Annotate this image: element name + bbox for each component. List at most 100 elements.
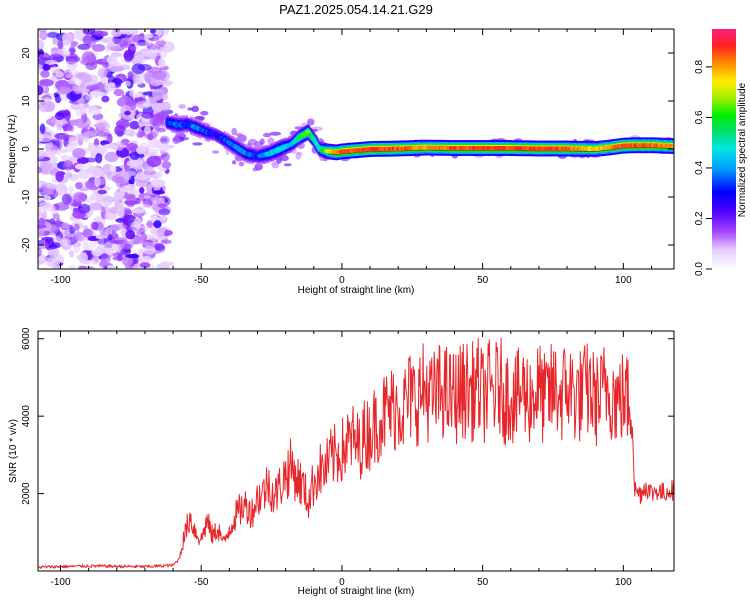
spectrogram-noise-cell <box>48 244 58 249</box>
spectrogram-noise-cell <box>78 252 88 264</box>
spectrogram-noise-cell <box>115 176 126 188</box>
spectrogram-noise-cell <box>135 72 144 85</box>
spectrogram-noise-cell <box>156 215 166 221</box>
spectrogram-halo-cell <box>235 132 243 137</box>
colorbar-gradient <box>712 29 736 269</box>
spectrogram-noise-cell <box>45 183 59 190</box>
snr-y-tick-label: 6000 <box>21 327 32 350</box>
spectrogram-noise-cell <box>104 151 119 163</box>
spectrogram-noise-cell <box>93 30 109 37</box>
spectrogram-noise-cell <box>69 227 76 235</box>
spectrogram-noise-cell <box>64 171 73 178</box>
spectrogram-halo-cell <box>172 136 181 145</box>
spectrogram-noise-cell <box>44 59 58 65</box>
spectrogram-noise-cell <box>109 224 122 231</box>
spectrogram-noise-cell <box>42 63 51 71</box>
spectrogram-x-tick-label: 0 <box>339 275 345 286</box>
spectrogram-noise-cell <box>102 195 113 206</box>
spectrogram-noise-cell <box>115 120 130 128</box>
spectrogram-noise-cell <box>38 39 45 50</box>
spectrogram-halo-cell <box>192 142 203 146</box>
spectrogram-noise-cell <box>154 112 170 120</box>
spectrogram-noise-cell <box>112 53 123 58</box>
spectrogram-noise-cell <box>50 118 57 125</box>
spectrogram-noise-cell <box>144 33 154 39</box>
spectrogram-noise-cell <box>39 123 46 134</box>
spectrogram-noise-cell <box>109 165 117 173</box>
spectrogram-noise-cell <box>111 243 119 251</box>
spectrogram-noise-cell <box>112 252 124 258</box>
spectrogram-x-axis-label: Height of straight line (km) <box>298 285 415 296</box>
spectrogram-noise-cell <box>74 163 86 170</box>
spectrogram-noise-cell <box>61 32 75 44</box>
spectrogram-halo-cell <box>259 138 265 145</box>
spectrogram-noise-cell <box>73 242 80 254</box>
spectrogram-noise-cell <box>124 200 138 206</box>
spectrogram-noise-cell <box>77 265 88 269</box>
spectrogram-noise-cell <box>107 133 113 144</box>
spectrogram-noise-cell <box>95 153 103 164</box>
spectrogram-noise-cell <box>68 186 74 195</box>
spectrogram-noise-cell <box>92 206 100 211</box>
spectrogram-noise-cell <box>150 197 162 203</box>
spectrogram-noise-cell <box>111 29 122 38</box>
spectrogram-noise-cell <box>55 71 64 78</box>
spectrogram-noise-cell <box>147 133 154 141</box>
colorbar-tick-label: 0.0 <box>694 262 705 276</box>
spectrogram-noise-cell <box>124 110 131 116</box>
spectrogram-y-tick-label: -20 <box>21 237 32 252</box>
spectrogram-noise-cell <box>38 134 44 143</box>
spectrogram-noise-cell <box>161 161 172 169</box>
spectrogram-noise-cell <box>60 154 70 161</box>
spectrogram-noise-cell <box>154 243 165 251</box>
spectrogram-y-tick-label: 10 <box>21 95 32 107</box>
spectrogram-noise-cell <box>102 61 110 69</box>
spectrogram-noise-cell <box>141 111 155 119</box>
spectrogram-noise-cell <box>90 91 105 97</box>
snr-x-tick-label: -100 <box>51 577 71 588</box>
colorbar-tick-label: 0.4 <box>694 161 705 175</box>
spectrogram-halo-cell <box>269 131 282 136</box>
spectrogram-noise-cell <box>108 82 116 87</box>
spectrogram-noise-cell <box>90 192 104 201</box>
spectrogram-noise-cell <box>118 112 125 118</box>
spectrogram-noise-cell <box>123 128 135 137</box>
spectrogram-halo-cell <box>212 150 220 154</box>
spectrogram-noise-cell <box>123 214 130 223</box>
spectrogram-x-tick-label: 100 <box>615 275 632 286</box>
spectrogram-noise-cell <box>63 124 73 131</box>
spectrogram-noise-cell <box>142 72 156 80</box>
spectrogram-noise-cell <box>51 260 59 269</box>
spectrogram-noise-cell <box>62 237 71 247</box>
spectrogram-noise-cell <box>73 31 83 38</box>
spectrogram-noise-cell <box>151 179 166 188</box>
spectrogram-noise-cell <box>91 249 104 257</box>
spectrogram-noise-cell <box>96 121 110 131</box>
spectrogram-halo-cell <box>271 161 280 169</box>
spectrogram-noise-cell <box>140 241 151 246</box>
spectrogram-noise-cell <box>44 151 56 157</box>
spectrogram-noise-cell <box>75 118 85 123</box>
spectrogram-noise-cell <box>160 239 172 245</box>
spectrogram-halo-cell <box>267 137 275 145</box>
spectrogram-noise-cell <box>159 135 170 145</box>
spectrogram-halo-cell <box>283 163 292 167</box>
spectrogram-noise-cell <box>89 167 104 178</box>
spectrogram-noise-cell <box>126 142 139 152</box>
spectrogram-noise-cell <box>39 30 48 41</box>
spectrogram-noise-cell <box>139 204 151 209</box>
spectrogram-halo-cell <box>200 110 209 116</box>
snr-axes: -100 -50 0 50 100 2000 4000 6000 <box>21 327 674 588</box>
colorbar-label: Normalized spectral amplitude <box>737 82 748 217</box>
spectrogram-noise-cell <box>38 224 47 229</box>
spectrogram-noise-cell <box>69 249 74 258</box>
spectrogram-noise-cell <box>49 66 60 74</box>
spectrogram-noise-cell <box>54 112 65 121</box>
spectrogram-noise-cell <box>122 171 136 177</box>
snr-y-tick-label: 4000 <box>21 405 32 428</box>
spectrogram-noise-cell <box>81 51 96 64</box>
spectrogram-noise-cell <box>65 56 81 63</box>
spectrogram-noise-cell <box>55 171 64 182</box>
spectrogram-noise-cell <box>146 220 153 229</box>
spectrogram-noise-cell <box>38 180 43 190</box>
